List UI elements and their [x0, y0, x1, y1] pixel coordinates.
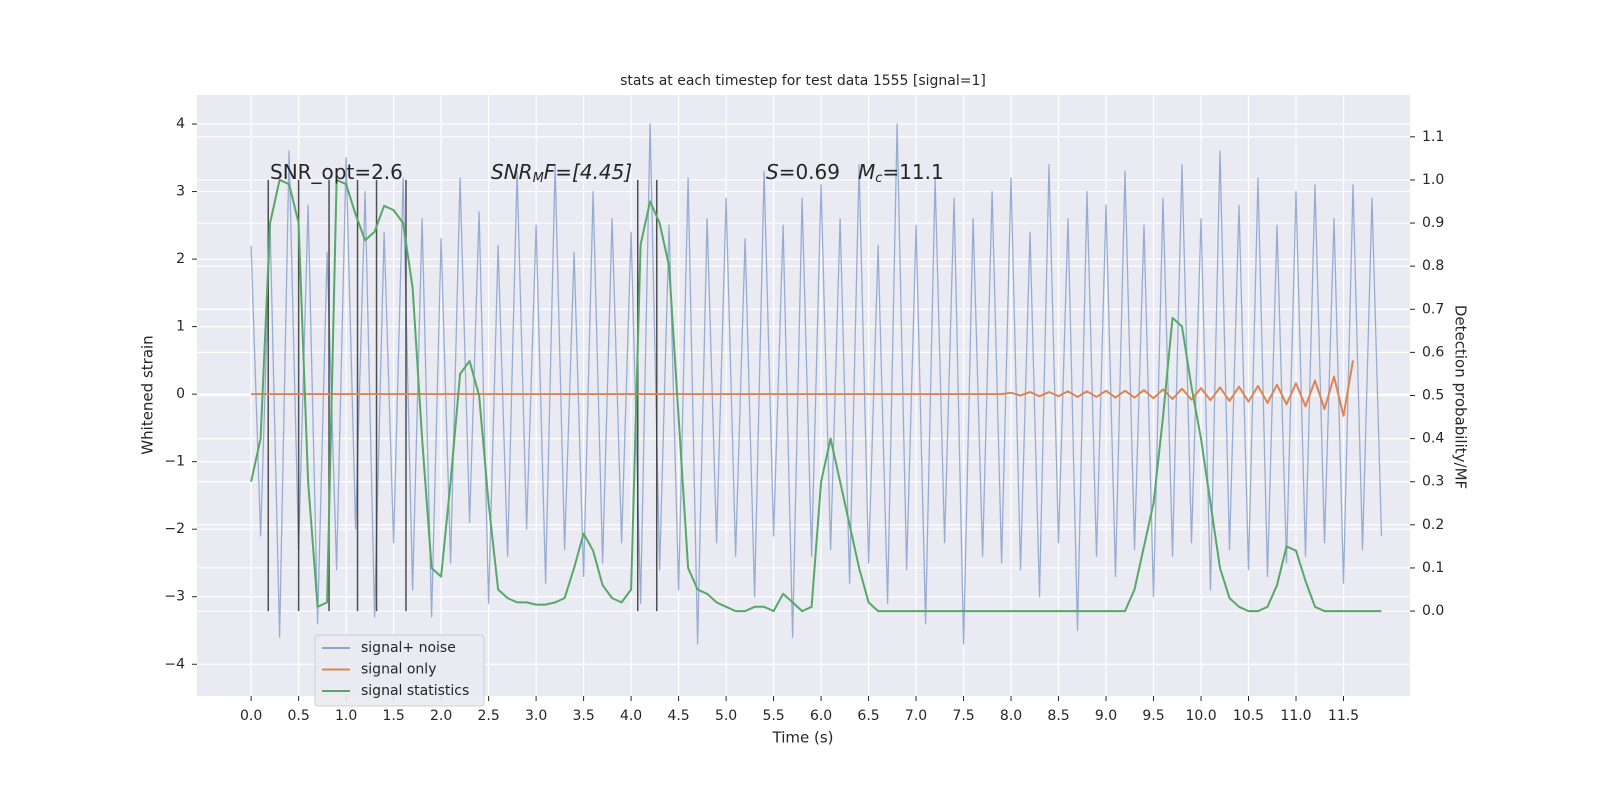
x-tick-label: 5.5 [762, 708, 784, 724]
annotation-part: SNR [491, 160, 533, 184]
annotation-part: F=[4.45] [544, 160, 632, 184]
y2-axis-label: Detection probability/MF [1452, 305, 1470, 489]
annotation-part: S [766, 160, 779, 184]
x-axis-label: Time (s) [772, 729, 834, 747]
x-tick-label: 1.0 [335, 708, 357, 724]
y-tick-label: 2 [176, 251, 185, 267]
x-tick-label: 0.5 [288, 708, 310, 724]
x-tick-label: 5.0 [715, 708, 737, 724]
annotation: SNR_opt=2.6 [270, 160, 403, 184]
y2-tick-label: 0.9 [1422, 215, 1444, 231]
annotation-part: SNR_opt=2.6 [270, 160, 403, 184]
x-tick-label: 2.5 [477, 708, 499, 724]
x-tick-label: 9.0 [1095, 708, 1117, 724]
x-tick-label: 10.5 [1233, 708, 1264, 724]
y-tick-label: −3 [164, 589, 185, 605]
series-line [251, 360, 1354, 417]
y2-tick-label: 0.6 [1422, 344, 1444, 360]
annotation-part: M [533, 171, 544, 186]
x-tick-label: 6.5 [857, 708, 879, 724]
annotation: S=0.69 Mc=11.1 [766, 160, 944, 186]
series-line [250, 178, 1382, 613]
x-tick-label: 7.5 [952, 708, 974, 724]
y-tick-label: −2 [164, 521, 185, 537]
y2-tick-label: 0.3 [1422, 474, 1444, 490]
y2-tick-label: 0.2 [1422, 517, 1444, 533]
x-tick-label: 1.5 [382, 708, 404, 724]
y2-tick-label: 0.0 [1422, 603, 1444, 619]
x-tick-label: 8.0 [1000, 708, 1022, 724]
chart-title: stats at each timestep for test data 155… [620, 73, 986, 89]
y-tick-label: 0 [176, 386, 185, 402]
y2-tick-label: 1.1 [1422, 129, 1444, 145]
x-tick-label: 3.5 [572, 708, 594, 724]
x-tick-label: 11.5 [1328, 708, 1359, 724]
x-tick-label: 9.5 [1142, 708, 1164, 724]
y-tick-label: 4 [176, 116, 185, 132]
x-tick-label: 0.0 [240, 708, 262, 724]
x-tick-label: 7.0 [905, 708, 927, 724]
x-tick-label: 3.0 [525, 708, 547, 724]
y2-tick-label: 0.4 [1422, 431, 1444, 447]
legend-label: signal+ noise [361, 640, 456, 656]
y-tick-label: −4 [164, 656, 185, 672]
x-tick-label: 4.0 [620, 708, 642, 724]
legend-label: signal only [361, 662, 436, 678]
x-tick-label: 4.5 [667, 708, 689, 724]
x-tick-label: 8.5 [1047, 708, 1069, 724]
y2-tick-label: 0.7 [1422, 301, 1444, 317]
series-line [250, 123, 1383, 645]
x-tick-label: 6.0 [810, 708, 832, 724]
x-tick-label: 11.0 [1280, 708, 1311, 724]
x-tick-label: 10.0 [1185, 708, 1216, 724]
legend-label: signal statistics [361, 683, 469, 699]
y-axis-label: Whitened strain [139, 335, 157, 454]
annotation-part: =11.1 [882, 160, 943, 184]
annotation-part: M [858, 160, 875, 184]
annotation-part: =0.69 [779, 160, 840, 184]
y-tick-label: 3 [176, 184, 185, 200]
y2-tick-label: 0.8 [1422, 258, 1444, 274]
y-tick-label: 1 [176, 319, 185, 335]
y-tick-label: −1 [164, 454, 185, 470]
annotation-part: c [875, 171, 882, 186]
x-tick-label: 2.0 [430, 708, 452, 724]
y2-tick-label: 1.0 [1422, 172, 1444, 188]
annotation: SNRMF=[4.45] [491, 160, 632, 186]
legend-box [314, 634, 485, 707]
y2-tick-label: 0.1 [1422, 560, 1444, 576]
y2-tick-label: 0.5 [1422, 388, 1444, 404]
